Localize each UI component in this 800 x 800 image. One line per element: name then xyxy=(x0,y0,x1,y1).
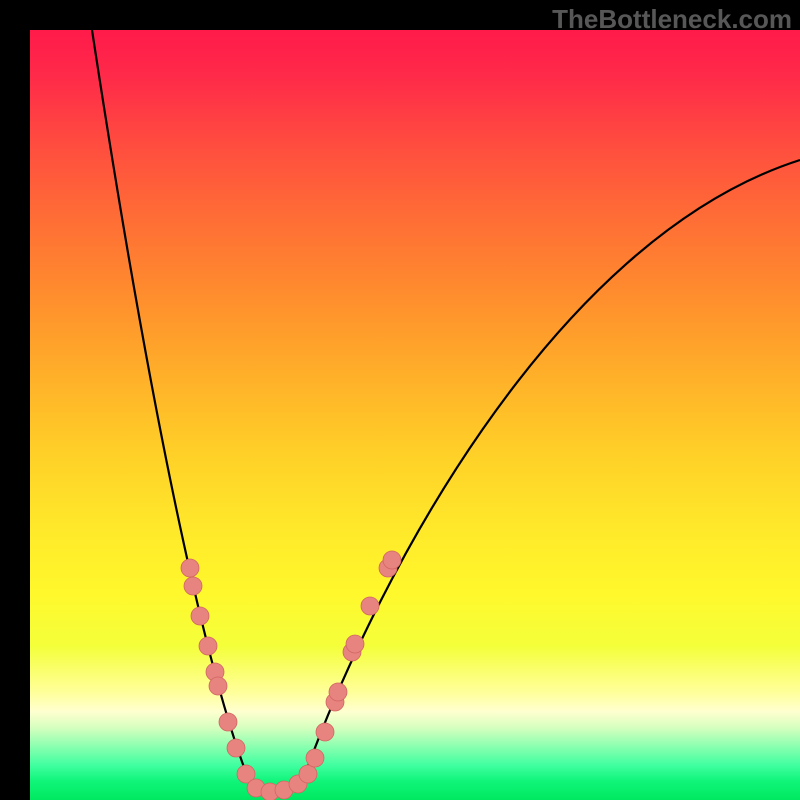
data-marker xyxy=(346,635,364,653)
data-marker xyxy=(306,749,324,767)
data-marker xyxy=(209,677,227,695)
data-marker xyxy=(191,607,209,625)
chart-container: TheBottleneck.com xyxy=(0,0,800,800)
data-marker xyxy=(361,597,379,615)
data-marker xyxy=(299,765,317,783)
gradient-background xyxy=(30,30,800,800)
bottleneck-curve-chart xyxy=(30,30,800,800)
watermark-text: TheBottleneck.com xyxy=(552,4,792,35)
data-marker xyxy=(227,739,245,757)
data-marker xyxy=(316,723,334,741)
data-marker xyxy=(219,713,237,731)
data-marker xyxy=(329,683,347,701)
data-marker xyxy=(383,551,401,569)
data-marker xyxy=(199,637,217,655)
data-marker xyxy=(181,559,199,577)
data-marker xyxy=(184,577,202,595)
